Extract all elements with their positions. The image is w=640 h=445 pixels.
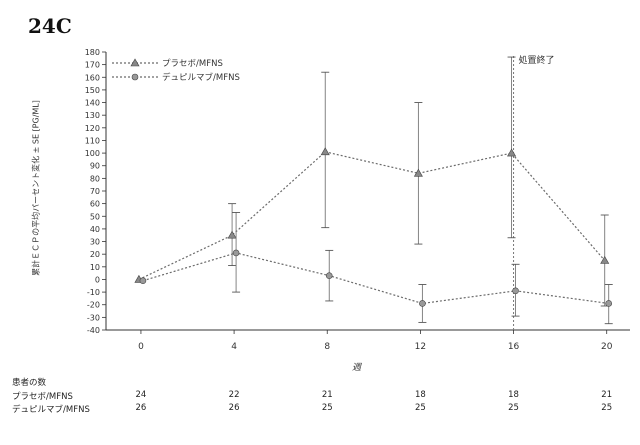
data-point [227, 230, 237, 239]
y-tick-label: 90 [90, 162, 100, 171]
legend-label: プラセボ/MFNS [162, 59, 223, 69]
y-tick-label: 110 [85, 136, 100, 145]
patients-row-label: プラセボ/MFNS [12, 392, 73, 402]
y-tick-label: 180 [85, 48, 100, 57]
y-tick-label: 0 [95, 275, 100, 284]
data-point [605, 300, 613, 307]
y-tick-label: -40 [87, 326, 100, 335]
y-tick-label: 120 [85, 124, 100, 133]
patients-count-cell: 22 [228, 390, 240, 400]
x-tick-label: 4 [231, 342, 237, 352]
y-tick-label: -10 [87, 288, 100, 297]
data-point [139, 277, 147, 285]
patients-count-cell: 21 [601, 390, 613, 400]
y-tick-label: 20 [90, 250, 100, 259]
data-point [600, 255, 610, 264]
patients-count-cell: 25 [601, 403, 613, 413]
patients-count-cell: 25 [508, 403, 519, 413]
y-tick-label: 10 [90, 263, 100, 272]
data-point [232, 249, 240, 257]
y-tick-label: 60 [90, 200, 100, 209]
y-tick-label: 100 [85, 149, 100, 158]
patients-count-cell: 25 [321, 403, 333, 413]
y-tick-label: 140 [85, 99, 100, 108]
legend-marker [131, 73, 139, 81]
legend-label: デュピルマブ/MFNS [162, 72, 240, 83]
y-tick-label: -30 [87, 313, 100, 322]
patients-row-label: デュピルマブ/MFNS [12, 405, 90, 415]
data-point [413, 168, 423, 177]
y-tick-label: 80 [90, 174, 100, 183]
y-tick-label: 150 [85, 86, 100, 95]
y-tick-label: 40 [90, 225, 100, 234]
data-point [419, 300, 426, 307]
annotation-label: 処置終了 [519, 54, 555, 66]
y-tick-label: 50 [90, 212, 100, 221]
x-tick-label: 16 [508, 342, 520, 352]
patients-count-cell: 25 [414, 403, 426, 413]
patients-count-cell: 26 [135, 403, 147, 413]
patients-count-cell: 21 [321, 390, 333, 400]
series-line [138, 151, 606, 280]
y-tick-label: 170 [85, 61, 100, 70]
x-tick-label: 8 [324, 342, 330, 352]
x-tick-label: 20 [601, 342, 613, 352]
data-point [325, 272, 333, 279]
patients-table-title: 患者の数 [12, 378, 47, 388]
y-tick-label: -20 [87, 301, 100, 310]
data-point [512, 287, 519, 295]
data-point [507, 148, 517, 157]
legend-marker [130, 58, 140, 67]
data-point [320, 147, 330, 156]
figure-label: 24C [28, 14, 72, 38]
y-tick-label: 70 [90, 187, 100, 196]
y-tick-label: 30 [90, 238, 100, 247]
patients-count-cell: 18 [414, 390, 426, 400]
x-tick-label: 12 [415, 342, 426, 352]
y-tick-label: 130 [85, 111, 100, 120]
patients-count-cell: 24 [135, 390, 147, 400]
patients-count-cell: 26 [228, 403, 240, 413]
x-axis-label: 週 [352, 363, 362, 373]
patients-count-cell: 18 [508, 390, 519, 400]
y-tick-label: 160 [85, 73, 100, 82]
x-tick-label: 0 [138, 342, 144, 352]
y-axis-label: 累計ＥＣＰの平均パーセント変化 ± SE [PG/ML] [31, 100, 41, 276]
series-line [142, 252, 609, 305]
